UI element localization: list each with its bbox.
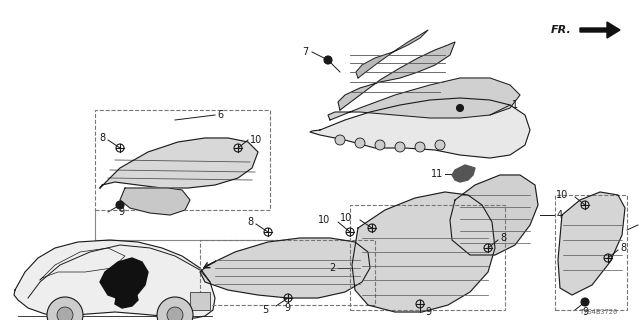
Text: 10: 10 [556, 190, 568, 200]
Polygon shape [580, 22, 620, 38]
Circle shape [47, 297, 83, 320]
Bar [200, 240, 375, 305]
Text: 7: 7 [301, 47, 308, 57]
Text: 10: 10 [340, 213, 352, 223]
Circle shape [395, 142, 405, 152]
Text: 8: 8 [620, 243, 626, 253]
Polygon shape [310, 98, 530, 158]
Circle shape [167, 307, 183, 320]
Polygon shape [338, 42, 455, 110]
Polygon shape [558, 192, 625, 295]
Polygon shape [14, 240, 215, 318]
Polygon shape [352, 192, 495, 312]
Text: 6: 6 [217, 110, 223, 120]
Bar [190, 292, 210, 310]
Text: 9: 9 [582, 307, 588, 317]
Polygon shape [356, 30, 428, 78]
Text: 1: 1 [512, 100, 518, 110]
Text: 8: 8 [100, 133, 106, 143]
Polygon shape [328, 78, 520, 120]
Polygon shape [452, 165, 475, 182]
Text: 2: 2 [330, 263, 336, 273]
Circle shape [375, 140, 385, 150]
Text: 4: 4 [557, 210, 563, 220]
Bar [350, 205, 505, 310]
Polygon shape [450, 175, 538, 255]
Circle shape [456, 105, 463, 111]
Polygon shape [100, 258, 148, 300]
Text: 8: 8 [248, 217, 254, 227]
Bar [95, 110, 270, 210]
Circle shape [57, 307, 73, 320]
Polygon shape [200, 238, 370, 298]
Polygon shape [100, 138, 258, 188]
Text: 10: 10 [317, 215, 330, 225]
Circle shape [157, 297, 193, 320]
Text: 10: 10 [250, 135, 262, 145]
Polygon shape [115, 290, 138, 308]
Circle shape [324, 56, 332, 64]
Text: 8: 8 [500, 233, 506, 243]
Polygon shape [120, 188, 190, 215]
Circle shape [581, 298, 589, 306]
Bar [555, 195, 627, 310]
Circle shape [415, 142, 425, 152]
Circle shape [324, 57, 332, 63]
Text: FR.: FR. [551, 25, 572, 35]
Text: 11: 11 [431, 169, 443, 179]
Text: 9: 9 [284, 303, 290, 313]
Text: 5: 5 [262, 305, 268, 315]
Circle shape [116, 201, 124, 209]
Text: T7S4B3720: T7S4B3720 [580, 309, 618, 315]
Text: 9: 9 [118, 207, 124, 217]
Circle shape [435, 140, 445, 150]
Circle shape [335, 135, 345, 145]
Circle shape [355, 138, 365, 148]
Text: 9: 9 [425, 307, 431, 317]
